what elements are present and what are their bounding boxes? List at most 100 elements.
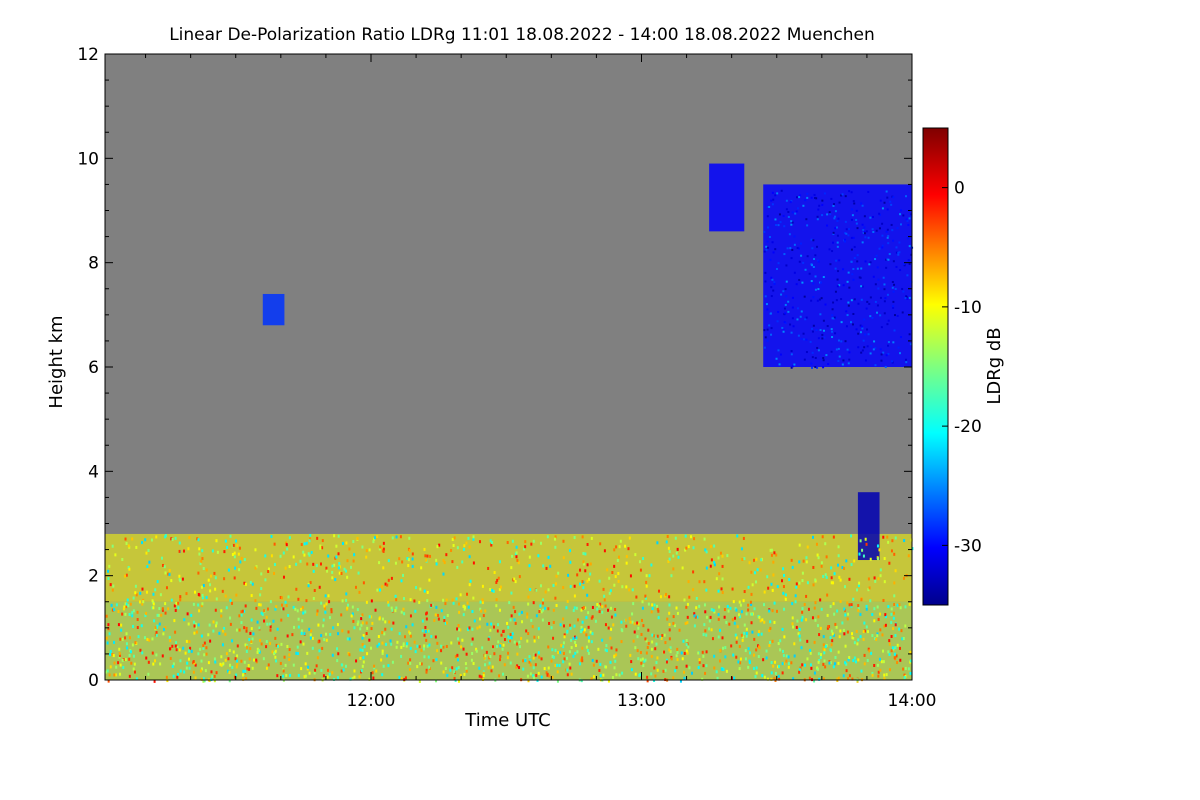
speckle [569, 626, 572, 630]
speckle [309, 537, 312, 541]
speckle [306, 651, 309, 655]
speckle [129, 650, 132, 654]
speckle [423, 644, 426, 648]
speckle [755, 666, 758, 670]
speckle [782, 585, 785, 589]
speckle [533, 635, 536, 639]
speckle [443, 561, 446, 565]
speckle [420, 648, 423, 652]
speckle [798, 543, 801, 547]
cirrus-speckle [837, 347, 840, 350]
speckle [475, 649, 478, 653]
speckle [509, 618, 512, 622]
cirrus-speckle [796, 207, 799, 210]
cirrus-speckle [765, 245, 768, 248]
speckle [295, 562, 298, 566]
speckle [360, 615, 363, 619]
speckle [859, 539, 862, 543]
speckle [420, 662, 423, 666]
speckle [640, 632, 643, 636]
speckle [108, 632, 111, 636]
cirrus-speckle [861, 327, 864, 330]
cirrus-speckle [863, 215, 866, 218]
speckle [292, 605, 295, 609]
speckle [109, 653, 112, 657]
speckle [214, 576, 217, 580]
speckle [573, 584, 576, 588]
speckle [720, 587, 723, 591]
speckle [703, 537, 706, 541]
speckle [130, 661, 133, 665]
speckle [599, 674, 602, 678]
speckle [312, 562, 315, 566]
speckle [409, 668, 412, 672]
speckle [750, 592, 753, 596]
cirrus-speckle [884, 365, 887, 368]
speckle [248, 667, 251, 671]
speckle [296, 652, 299, 656]
speckle [825, 555, 828, 559]
cirrus-speckle [867, 190, 870, 193]
speckle [582, 586, 585, 590]
speckle [324, 606, 327, 610]
speckle [890, 635, 893, 639]
speckle [152, 600, 155, 604]
speckle [306, 562, 309, 566]
speckle [852, 658, 855, 662]
speckle [261, 612, 264, 616]
speckle [378, 561, 381, 565]
speckle [738, 600, 741, 604]
speckle [894, 623, 897, 627]
speckle [742, 536, 745, 540]
speckle [527, 595, 530, 599]
speckle [861, 548, 864, 552]
cirrus-speckle [891, 360, 894, 363]
cirrus-speckle [909, 343, 912, 346]
cirrus-speckle [840, 298, 843, 301]
speckle [457, 679, 460, 683]
speckle [682, 639, 685, 643]
cirrus-speckle [869, 315, 872, 318]
speckle [214, 660, 217, 664]
speckle [635, 595, 638, 599]
speckle [581, 606, 584, 610]
cirrus-speckle [830, 197, 833, 200]
speckle [158, 607, 161, 611]
cirrus-speckle [836, 245, 839, 248]
cirrus-speckle [880, 359, 883, 362]
speckle [778, 664, 781, 668]
cirrus-speckle [790, 331, 793, 334]
cirrus-speckle [796, 307, 799, 310]
speckle [515, 665, 518, 669]
speckle [304, 610, 307, 614]
cirrus-speckle [771, 203, 774, 206]
cirrus-speckle [847, 362, 850, 365]
speckle [710, 628, 713, 632]
speckle [270, 554, 273, 558]
speckle [444, 621, 447, 625]
speckle [579, 568, 582, 572]
speckle [376, 588, 379, 592]
speckle [274, 655, 277, 659]
speckle [202, 584, 205, 588]
speckle [717, 556, 720, 560]
speckle [890, 621, 893, 625]
colorbar-label: LDRg dB [984, 327, 1005, 404]
speckle [236, 544, 239, 548]
speckle [185, 666, 188, 670]
speckle [543, 667, 546, 671]
speckle [892, 611, 895, 615]
speckle [139, 591, 142, 595]
speckle [395, 598, 398, 602]
speckle [321, 539, 324, 543]
speckle [425, 670, 428, 674]
speckle [551, 648, 554, 652]
speckle [535, 673, 538, 677]
speckle [208, 623, 211, 627]
speckle [489, 539, 492, 543]
cirrus-speckle [827, 363, 830, 366]
speckle [125, 542, 128, 546]
speckle [128, 674, 131, 678]
speckle [371, 671, 374, 675]
